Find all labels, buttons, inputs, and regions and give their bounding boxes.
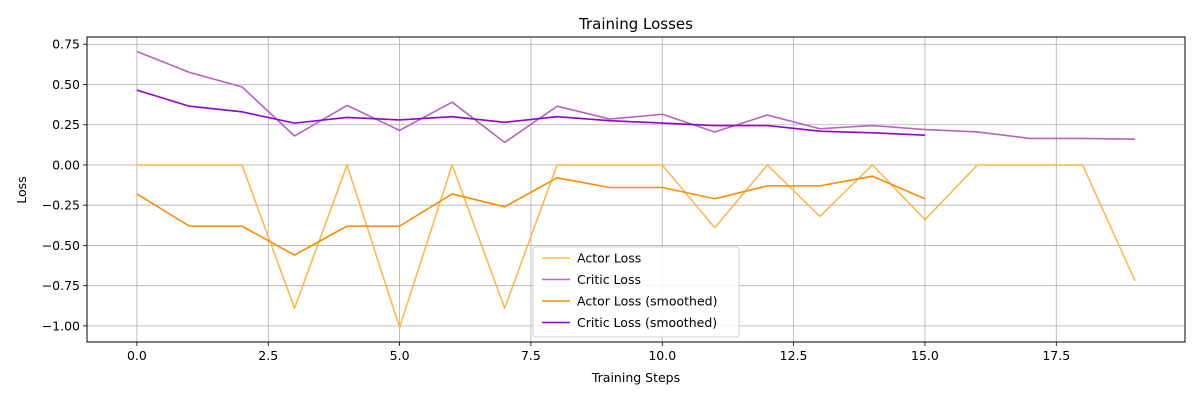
legend: Actor Loss Critic Loss Actor Loss (smoothe…: [532, 246, 740, 338]
y-tick-label: −0.25: [42, 198, 80, 213]
legend-label: Critic Loss (smoothed): [577, 315, 717, 330]
y-tick-label: 0.50: [52, 77, 80, 92]
y-tick-label: −1.00: [42, 318, 80, 333]
axis-ticks: 0.0 2.5 5.0 7.5 10.0 12.5 15.0 17.5 −1.00 −0.75 −0…: [42, 37, 1071, 363]
y-tick-label: 0.75: [52, 37, 80, 52]
x-axis-title: Training Steps: [591, 370, 680, 385]
chart-title: Training Losses: [578, 15, 693, 33]
x-tick-label: 5.0: [390, 348, 410, 363]
y-tick-label: 0.00: [52, 157, 80, 172]
y-axis-title: Loss: [14, 176, 29, 203]
x-tick-label: 17.5: [1042, 348, 1070, 363]
series-lines: [136, 50, 1136, 329]
y-tick-label: −0.75: [42, 278, 80, 293]
y-tick-label: 0.25: [52, 117, 80, 132]
series-line-1: [136, 50, 1136, 144]
x-tick-label: 12.5: [780, 348, 808, 363]
legend-box: [532, 246, 740, 338]
legend-label: Actor Loss: [577, 251, 641, 266]
legend-label: Critic Loss: [577, 272, 641, 287]
x-tick-label: 15.0: [911, 348, 939, 363]
x-tick-label: 10.0: [648, 348, 676, 363]
series-line-3: [136, 89, 925, 136]
series-line-0: [136, 164, 1136, 329]
series-line-2: [136, 175, 926, 256]
legend-label: Actor Loss (smoothed): [577, 294, 717, 309]
plot-frame: [86, 36, 1186, 343]
y-tick-label: −0.50: [42, 238, 80, 253]
x-tick-label: 7.5: [521, 348, 541, 363]
x-tick-label: 0.0: [127, 348, 147, 363]
x-tick-label: 2.5: [258, 348, 278, 363]
